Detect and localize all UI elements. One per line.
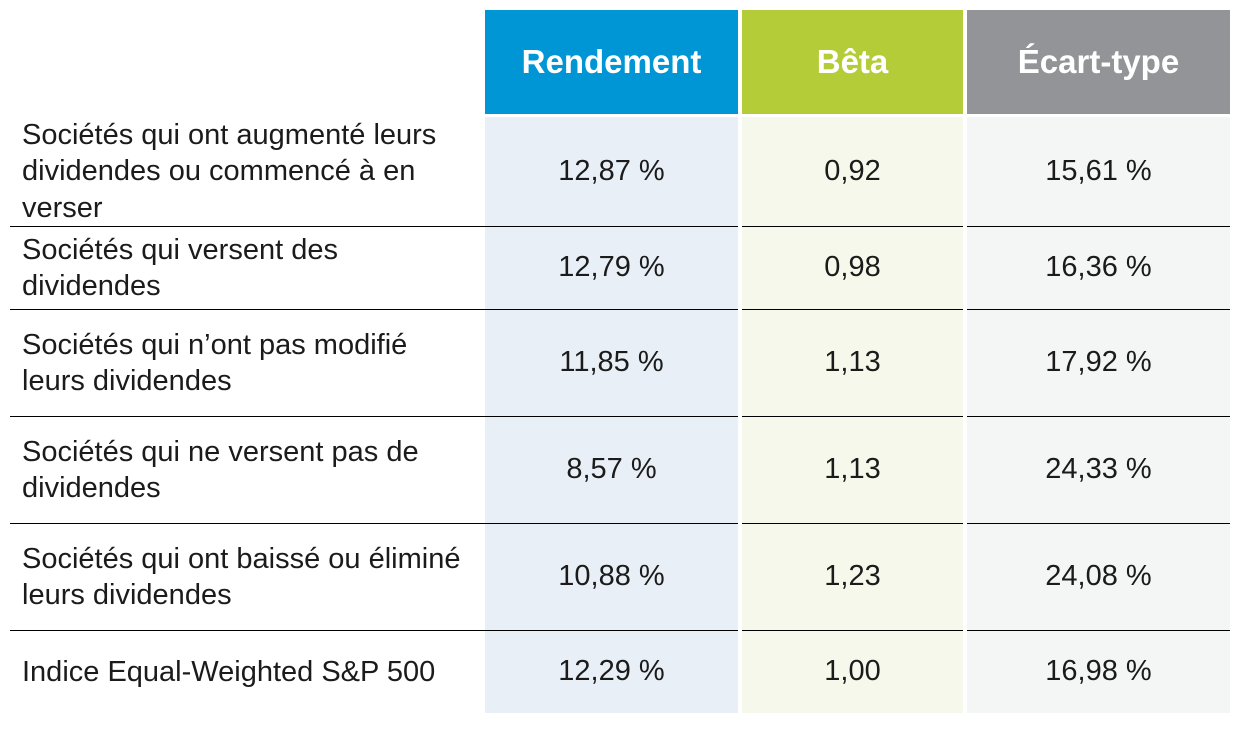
cell-ecart: 24,08 % <box>965 523 1230 630</box>
cell-ecart: 17,92 % <box>965 309 1230 416</box>
table-row: Sociétés qui versent des dividendes 12,7… <box>10 226 1230 309</box>
header-rendement: Rendement <box>485 10 740 116</box>
row-label: Sociétés qui ont augmenté leurs dividend… <box>10 116 485 227</box>
table-row: Indice Equal-Weighted S&P 500 12,29 % 1,… <box>10 630 1230 713</box>
cell-beta: 0,92 <box>740 116 965 227</box>
cell-beta: 1,23 <box>740 523 965 630</box>
cell-beta: 1,13 <box>740 309 965 416</box>
cell-rendement: 12,79 % <box>485 226 740 309</box>
cell-rendement: 12,87 % <box>485 116 740 227</box>
row-label: Sociétés qui n’ont pas modifié leurs div… <box>10 309 485 416</box>
cell-beta: 0,98 <box>740 226 965 309</box>
dividend-table: Rendement Bêta Écart-type Sociétés qui o… <box>10 10 1230 713</box>
cell-ecart: 15,61 % <box>965 116 1230 227</box>
cell-rendement: 12,29 % <box>485 630 740 713</box>
table-body: Sociétés qui ont augmenté leurs dividend… <box>10 116 1230 713</box>
cell-ecart: 24,33 % <box>965 416 1230 523</box>
cell-beta: 1,00 <box>740 630 965 713</box>
table-row: Sociétés qui n’ont pas modifié leurs div… <box>10 309 1230 416</box>
header-ecart-type: Écart-type <box>965 10 1230 116</box>
cell-ecart: 16,98 % <box>965 630 1230 713</box>
page: Rendement Bêta Écart-type Sociétés qui o… <box>0 10 1242 738</box>
cell-rendement: 10,88 % <box>485 523 740 630</box>
row-label: Sociétés qui versent des dividendes <box>10 226 485 309</box>
cell-beta: 1,13 <box>740 416 965 523</box>
table-header-row: Rendement Bêta Écart-type <box>10 10 1230 116</box>
table-row: Sociétés qui ont augmenté leurs dividend… <box>10 116 1230 227</box>
row-label: Sociétés qui ne versent pas de dividende… <box>10 416 485 523</box>
table-row: Sociétés qui ont baissé ou éliminé leurs… <box>10 523 1230 630</box>
header-blank <box>10 10 485 116</box>
row-label: Indice Equal-Weighted S&P 500 <box>10 630 485 713</box>
cell-rendement: 8,57 % <box>485 416 740 523</box>
cell-rendement: 11,85 % <box>485 309 740 416</box>
table-row: Sociétés qui ne versent pas de dividende… <box>10 416 1230 523</box>
header-beta: Bêta <box>740 10 965 116</box>
row-label: Sociétés qui ont baissé ou éliminé leurs… <box>10 523 485 630</box>
cell-ecart: 16,36 % <box>965 226 1230 309</box>
